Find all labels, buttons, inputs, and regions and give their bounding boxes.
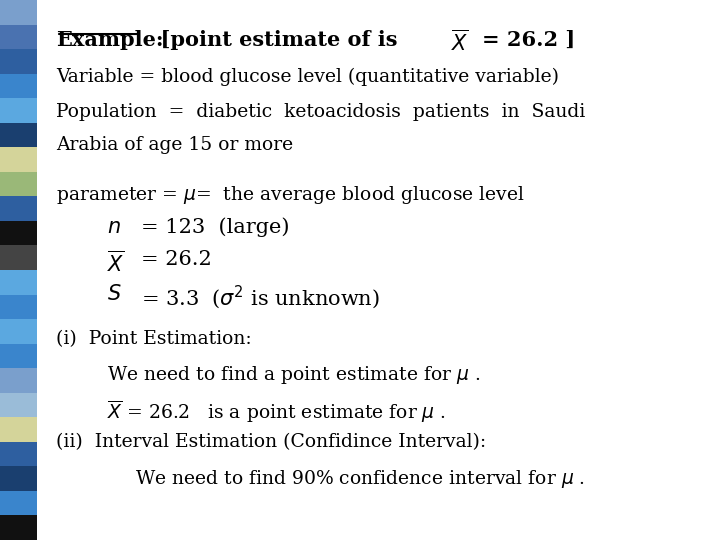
Text: We need to find a point estimate for $\mu$ .: We need to find a point estimate for $\m…	[107, 364, 480, 387]
Text: [point estimate of is: [point estimate of is	[146, 30, 397, 50]
Bar	[0, 246, 37, 270]
Bar	[0, 516, 37, 540]
Bar	[0, 123, 37, 147]
Text: = 26.2: = 26.2	[141, 250, 212, 269]
Bar	[0, 368, 37, 393]
Text: Example:: Example:	[56, 30, 163, 50]
Text: $\overline{X}$: $\overline{X}$	[451, 30, 468, 55]
Bar	[0, 172, 37, 197]
Bar	[0, 147, 37, 172]
Text: parameter = $\mu$=  the average blood glucose level: parameter = $\mu$= the average blood glu…	[56, 184, 525, 206]
Bar	[0, 0, 37, 24]
Bar	[0, 467, 37, 491]
Text: Variable = blood glucose level (quantitative variable): Variable = blood glucose level (quantita…	[56, 68, 559, 86]
Text: $S$: $S$	[107, 284, 121, 303]
Text: $n$: $n$	[107, 218, 120, 237]
Bar	[0, 24, 37, 49]
Bar	[0, 417, 37, 442]
Bar	[0, 49, 37, 73]
Bar	[0, 270, 37, 294]
Text: = 123  (large): = 123 (large)	[141, 218, 289, 237]
Text: Arabia of age 15 or more: Arabia of age 15 or more	[56, 136, 293, 154]
Bar	[0, 343, 37, 368]
Text: $\overline{X}$ = 26.2   is a point estimate for $\mu$ .: $\overline{X}$ = 26.2 is a point estimat…	[107, 398, 446, 424]
Text: (i)  Point Estimation:: (i) Point Estimation:	[56, 330, 252, 348]
Bar	[0, 442, 37, 467]
Bar	[0, 491, 37, 516]
Text: = 3.3  ($\sigma^2$ is unknown): = 3.3 ($\sigma^2$ is unknown)	[141, 284, 380, 311]
Bar	[0, 319, 37, 343]
Bar	[0, 197, 37, 221]
Text: We need to find 90% confidence interval for $\mu$ .: We need to find 90% confidence interval …	[135, 468, 585, 490]
Text: (ii)  Interval Estimation (Confidince Interval):: (ii) Interval Estimation (Confidince Int…	[56, 433, 486, 451]
Bar	[0, 294, 37, 319]
Bar	[0, 393, 37, 417]
Bar	[0, 73, 37, 98]
Text: Population  =  diabetic  ketoacidosis  patients  in  Saudi: Population = diabetic ketoacidosis patie…	[56, 103, 585, 120]
Bar	[0, 221, 37, 246]
Text: $\overline{X}$: $\overline{X}$	[107, 250, 124, 275]
Text: = 26.2 ]: = 26.2 ]	[482, 30, 576, 50]
Bar	[0, 98, 37, 123]
